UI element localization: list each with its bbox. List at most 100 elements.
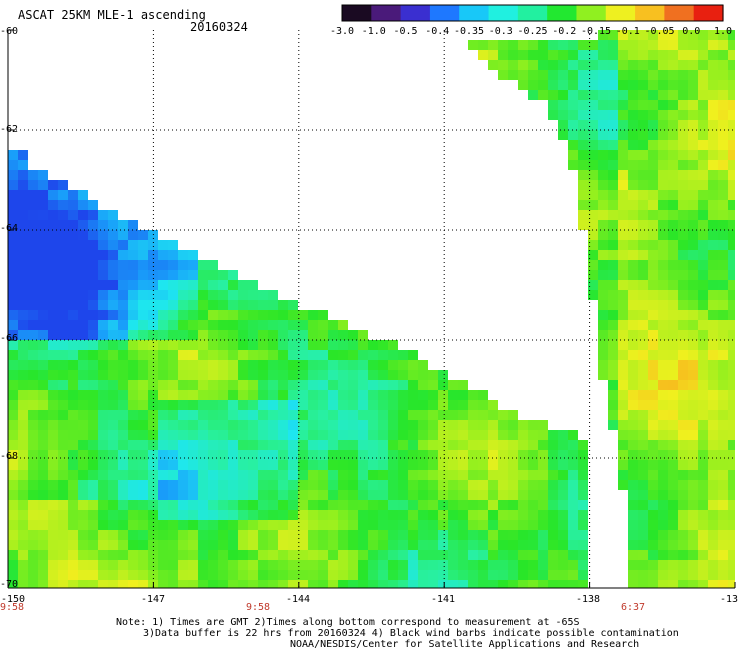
- data-cell: [318, 540, 328, 550]
- data-cell: [238, 350, 248, 360]
- data-cell: [218, 280, 228, 290]
- data-cell: [498, 500, 508, 510]
- data-cell: [368, 530, 378, 540]
- data-cell: [718, 500, 728, 510]
- data-cell: [408, 370, 418, 380]
- data-cell: [728, 140, 735, 150]
- data-cell: [618, 430, 628, 440]
- data-cell: [198, 580, 208, 588]
- data-cell: [8, 150, 18, 160]
- data-cell: [668, 450, 678, 460]
- data-cell: [358, 560, 368, 570]
- data-cell: [28, 390, 38, 400]
- data-cell: [68, 580, 78, 588]
- data-cell: [268, 410, 278, 420]
- data-cell: [698, 260, 708, 270]
- data-cell: [88, 450, 98, 460]
- data-cell: [358, 430, 368, 440]
- data-cell: [718, 260, 728, 270]
- colorbar-label: -0.2: [552, 26, 577, 37]
- data-cell: [98, 560, 108, 570]
- data-cell: [308, 310, 318, 320]
- data-cell: [178, 250, 188, 260]
- data-cell: [528, 560, 538, 570]
- data-cell: [488, 440, 498, 450]
- data-cell: [198, 280, 208, 290]
- data-cell: [458, 450, 468, 460]
- data-cell: [668, 370, 678, 380]
- data-cell: [68, 460, 78, 470]
- data-cell: [78, 240, 88, 250]
- data-cell: [428, 530, 438, 540]
- data-cell: [708, 50, 718, 60]
- data-cell: [398, 490, 408, 500]
- data-cell: [348, 340, 358, 350]
- data-cell: [718, 340, 728, 350]
- data-cell: [718, 160, 728, 170]
- data-cell: [508, 470, 518, 480]
- data-cell: [178, 530, 188, 540]
- data-cell: [188, 290, 198, 300]
- data-cell: [668, 240, 678, 250]
- data-cell: [718, 350, 728, 360]
- data-cell: [228, 370, 238, 380]
- data-cell: [118, 420, 128, 430]
- data-cell: [98, 490, 108, 500]
- data-cell: [168, 430, 178, 440]
- data-cell: [308, 380, 318, 390]
- data-cell: [238, 390, 248, 400]
- data-cell: [318, 390, 328, 400]
- data-cell: [48, 330, 58, 340]
- data-cell: [78, 480, 88, 490]
- data-cell: [508, 540, 518, 550]
- data-cell: [728, 340, 735, 350]
- data-cell: [378, 430, 388, 440]
- data-cell: [8, 460, 18, 470]
- data-cell: [208, 570, 218, 580]
- data-cell: [658, 330, 668, 340]
- data-cell: [8, 350, 18, 360]
- data-cell: [638, 170, 648, 180]
- data-cell: [98, 580, 108, 588]
- data-cell: [128, 380, 138, 390]
- colorbar-segment: [693, 5, 724, 21]
- data-cell: [728, 390, 735, 400]
- data-cell: [458, 400, 468, 410]
- data-cell: [658, 370, 668, 380]
- data-cell: [618, 40, 628, 50]
- data-cell: [268, 570, 278, 580]
- data-cell: [38, 290, 48, 300]
- data-cell: [718, 490, 728, 500]
- data-cell: [548, 580, 558, 588]
- data-cell: [78, 320, 88, 330]
- data-cell: [58, 300, 68, 310]
- data-cell: [698, 460, 708, 470]
- data-cell: [578, 110, 588, 120]
- data-cell: [628, 490, 638, 500]
- data-cell: [18, 220, 28, 230]
- data-cell: [428, 460, 438, 470]
- data-cell: [648, 30, 658, 40]
- data-cell: [358, 420, 368, 430]
- data-cell: [498, 50, 508, 60]
- data-cell: [298, 380, 308, 390]
- data-cell: [488, 480, 498, 490]
- data-cell: [668, 110, 678, 120]
- data-cell: [478, 510, 488, 520]
- data-cell: [548, 470, 558, 480]
- data-cell: [218, 430, 228, 440]
- colorbar-segment: [605, 5, 636, 21]
- data-cell: [108, 440, 118, 450]
- lat-label-68: -68: [0, 451, 19, 462]
- data-cell: [378, 380, 388, 390]
- data-cell: [608, 120, 618, 130]
- data-cell: [478, 420, 488, 430]
- data-cell: [238, 280, 248, 290]
- data-cell: [488, 490, 498, 500]
- data-cell: [78, 390, 88, 400]
- data-cell: [708, 510, 718, 520]
- data-cell: [478, 460, 488, 470]
- data-cell: [378, 340, 388, 350]
- data-cell: [178, 500, 188, 510]
- data-cell: [418, 570, 428, 580]
